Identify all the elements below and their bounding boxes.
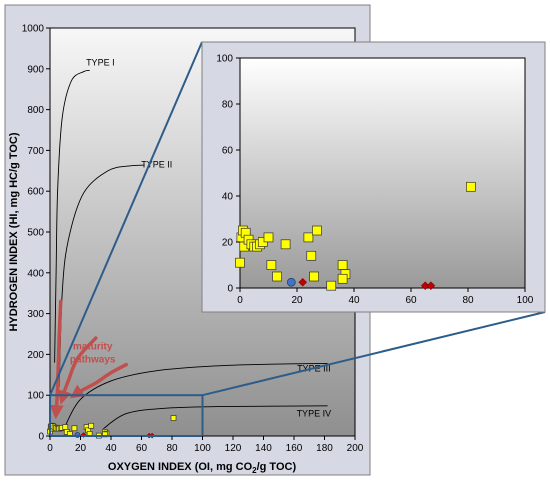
main-x-tick-label: 60 (136, 443, 148, 454)
inset-data-point-circle (286, 277, 296, 287)
inset-data-point-square (272, 271, 282, 282)
zoom-connector-bottom (202, 311, 546, 397)
inset-data-point-square (337, 273, 348, 284)
inset-x-tick-label: 0 (237, 295, 243, 306)
inset-data-points (235, 181, 476, 291)
main-y-tick-label: 600 (27, 187, 44, 198)
kerogen-curves (54, 69, 328, 430)
inset-x-tick-label: 80 (462, 295, 474, 306)
main-y-tick-label: 900 (27, 64, 44, 75)
main-y-tick-label: 300 (27, 309, 44, 320)
inset-data-point-square (280, 239, 291, 250)
inset-data-point-square (326, 280, 337, 291)
main-data-point-square (62, 424, 69, 430)
inset-y-ticks: 0 20 40 60 80 100 (216, 54, 240, 295)
maturity-pathway-arrow (49, 299, 64, 420)
main-y-tick-label: 200 (27, 350, 44, 361)
inset-y-tick-label: 80 (222, 100, 234, 111)
main-data-point-square (88, 422, 95, 429)
maturity-pathways-label: pathways (70, 355, 116, 366)
kerogen-curve-type-i (54, 69, 90, 363)
main-y-tick-label: 1000 (22, 24, 45, 35)
main-x-tick-label: 80 (166, 443, 178, 454)
inset-y-tick-label: 20 (222, 238, 234, 249)
inset-data-point-square (309, 271, 319, 282)
kerogen-curve-type-iv (103, 405, 328, 430)
main-x-tick-label: 120 (225, 443, 242, 454)
main-x-ticks: 0 20 40 60 80 100 120 140 160 180 200 (47, 436, 364, 454)
main-x-tick-label: 200 (347, 443, 364, 454)
main-y-ticks: 0 100 200 300 400 500 600 700 800 900 1000 (22, 24, 50, 443)
inset-data-point-diamond (420, 281, 430, 291)
inset-x-tick-label: 20 (291, 295, 303, 306)
zoom-box (49, 394, 204, 438)
main-y-tick-label: 500 (27, 228, 44, 239)
inset-data-point-square (306, 250, 317, 261)
inset-data-point-diamond (426, 281, 436, 291)
main-y-tick-label: 700 (27, 146, 44, 157)
inset-x-tick-label: 40 (348, 295, 360, 306)
maturity-pathway-arrow (69, 362, 129, 399)
inset-data-point-diamond (298, 277, 308, 287)
main-x-tick-label: 160 (286, 443, 303, 454)
main-x-tick-label: 40 (105, 443, 117, 454)
zoom-connector-top (49, 41, 203, 396)
main-x-tick-label: 180 (316, 443, 333, 454)
main-y-tick-label: 800 (27, 105, 44, 116)
inset-x-ticks: 0 20 40 60 80 100 (237, 288, 534, 306)
kerogen-curve-type-ii (58, 164, 145, 388)
type-label-type-ii: TYPE II (141, 160, 172, 170)
inset-plot-area (239, 57, 526, 289)
main-x-tick-label: 100 (194, 443, 211, 454)
main-y-tick-label: 0 (38, 432, 44, 443)
main-x-tick-label: 140 (255, 443, 272, 454)
main-y-tick-label: 400 (27, 268, 44, 279)
main-y-axis-title: HYDROGEN INDEX (HI, mg HC/g TOC) (8, 132, 20, 331)
inset-data-point-square (312, 225, 322, 236)
zoom-box-rect (49, 394, 204, 438)
inset-data-point-square (303, 232, 314, 243)
inset-data-point-square (263, 232, 274, 243)
inset-x-tick-label: 60 (405, 295, 417, 306)
main-y-tick-label: 100 (27, 391, 44, 402)
main-data-point-square (71, 425, 78, 432)
inset-data-point-square (337, 260, 348, 270)
type-label-type-i: TYPE I (86, 58, 115, 68)
maturity-pathways-label: maturity (73, 342, 113, 353)
inset-y-tick-label: 100 (216, 54, 233, 65)
main-x-tick-label: 0 (47, 443, 53, 454)
inset-data-point-square (266, 260, 277, 270)
main-data-point-square (170, 415, 177, 421)
inset-y-tick-label: 60 (222, 146, 234, 157)
type-label-type-iv: TYPE IV (297, 408, 332, 418)
inset-y-tick-label: 40 (222, 192, 234, 203)
main-x-tick-label: 20 (75, 443, 87, 454)
inset-y-tick-label: 0 (227, 284, 233, 295)
main-x-axis-title: OXYGEN INDEX (OI, mg CO2/g TOC) (108, 461, 297, 475)
inset-data-point-square (235, 257, 245, 268)
kerogen-curve-type-iii (64, 362, 328, 427)
inset-x-tick-label: 100 (517, 295, 534, 306)
inset-data-point-square (466, 181, 476, 192)
